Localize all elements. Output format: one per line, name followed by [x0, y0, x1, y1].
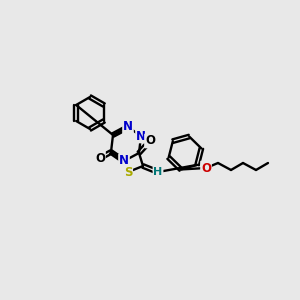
Text: S: S	[124, 166, 132, 178]
Text: N: N	[123, 121, 133, 134]
Text: N: N	[136, 130, 146, 142]
Text: N: N	[119, 154, 129, 167]
Text: O: O	[201, 161, 211, 175]
Text: H: H	[153, 167, 163, 177]
Text: O: O	[145, 134, 155, 148]
Text: O: O	[95, 152, 105, 164]
